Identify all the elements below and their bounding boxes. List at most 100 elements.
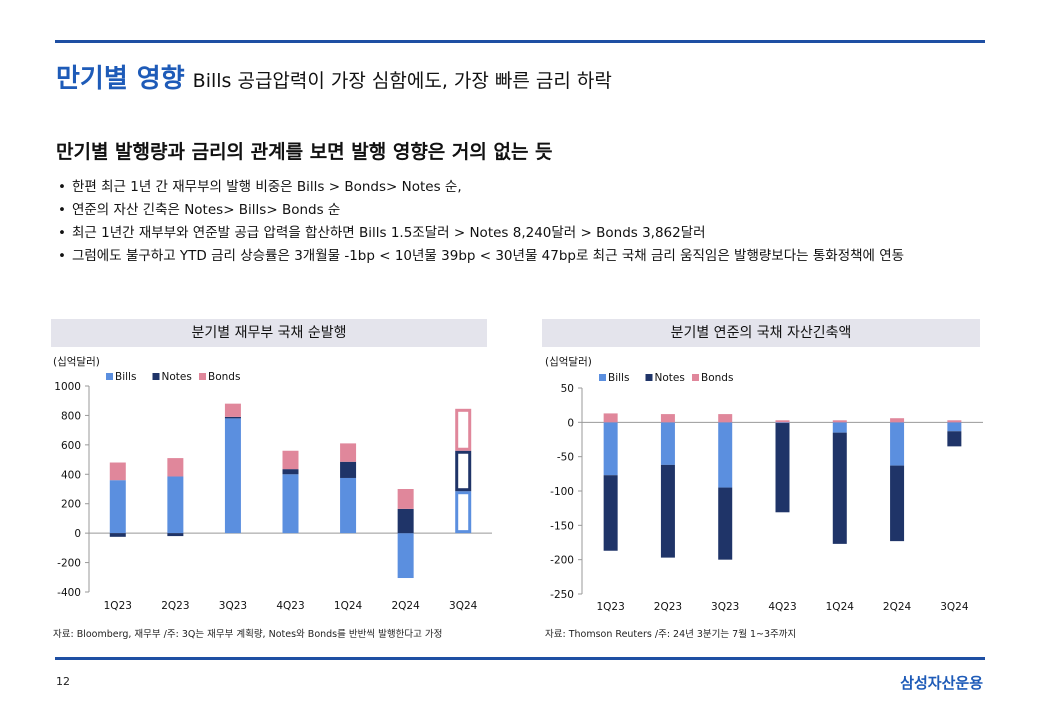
- chart2-bar-notes: [603, 475, 618, 551]
- chart1-unit-label: (십억달러): [53, 356, 100, 368]
- bullet-item: 연준의 자산 긴축은 Notes> Bills> Bonds 순: [58, 199, 904, 222]
- chart1-bar-bonds: [109, 462, 126, 481]
- chart1-y-tick-label: 0: [74, 528, 81, 540]
- chart2-y-tick-label: 0: [567, 417, 574, 429]
- bullet-item: 한편 최근 1년 간 재무부의 발행 비중은 Bills > Bonds> No…: [58, 176, 904, 199]
- chart1-bar-bills-planned: [455, 491, 472, 534]
- chart2-x-tick-label: 1Q24: [826, 601, 855, 613]
- chart2-unit-label: (십억달러): [545, 356, 592, 368]
- chart2-bar-notes: [890, 465, 905, 542]
- bullet-list: 한편 최근 1년 간 재무부의 발행 비중은 Bills > Bonds> No…: [58, 176, 904, 268]
- chart2-y-tick-label: -150: [550, 520, 574, 532]
- chart2-x-tick-label: 3Q24: [940, 601, 969, 613]
- chart2-x-tick-label: 3Q23: [711, 601, 739, 613]
- chart1-bar-notes-planned: [455, 450, 472, 492]
- chart1-bar-notes: [109, 533, 126, 537]
- chart2-bar-notes: [832, 432, 847, 544]
- chart2-y-tick-label: -200: [550, 555, 574, 567]
- chart1-x-tick-label: 4Q23: [276, 600, 304, 612]
- chart1-bar-notes: [397, 508, 414, 534]
- chart1-y-tick-label: 800: [61, 410, 81, 422]
- page-number: 12: [56, 675, 70, 688]
- chart1-bar-bills: [397, 533, 414, 579]
- chart1-x-tick-label: 3Q23: [219, 600, 247, 612]
- chart2-bar-bills: [832, 422, 847, 433]
- chart1-bar-bills: [167, 476, 184, 534]
- chart2-bar-bills: [603, 422, 618, 476]
- chart1-bar-notes: [224, 416, 241, 419]
- chart2-title: 분기별 연준의 국채 자산긴축액: [542, 319, 980, 347]
- chart2-y-tick-label: -100: [550, 486, 574, 498]
- chart1-bar-bonds: [167, 458, 184, 477]
- company-logo: 삼성자산운용: [900, 674, 983, 692]
- chart1-y-tick-label: -200: [57, 558, 81, 570]
- chart2-bar-notes: [660, 464, 675, 558]
- chart1-y-tick-label: 600: [61, 440, 81, 452]
- chart1-bar-bonds: [397, 489, 414, 509]
- chart2-bar-bonds: [660, 414, 675, 423]
- bottom-rule: [55, 657, 985, 660]
- chart2-x-tick-label: 4Q23: [768, 601, 796, 613]
- chart1-legend-swatch-notes: [152, 373, 160, 380]
- chart1-title: 분기별 재무부 국채 순발행: [51, 319, 487, 347]
- title-main: 만기별 영향: [56, 64, 185, 94]
- chart1-bar-bonds: [282, 450, 299, 470]
- chart2-bar-bonds: [718, 414, 733, 423]
- chart1-bar-bonds: [340, 443, 357, 462]
- chart1-x-tick-label: 2Q23: [161, 600, 189, 612]
- chart2-y-tick-label: -250: [550, 589, 574, 601]
- bullet-item: 그럼에도 불구하고 YTD 금리 상승률은 3개월물 -1bp < 10년물 3…: [58, 245, 904, 268]
- chart2-x-tick-label: 2Q24: [883, 601, 912, 613]
- chart1-x-tick-label: 2Q24: [391, 600, 420, 612]
- chart2-legend-swatch-bills: [599, 374, 606, 381]
- chart1-y-tick-label: 400: [61, 469, 81, 481]
- chart1-x-tick-label: 1Q24: [334, 600, 363, 612]
- chart1-x-tick-label: 1Q23: [104, 600, 132, 612]
- chart1-legend-swatch-bonds: [199, 373, 206, 380]
- chart2-bar-bills: [660, 422, 675, 465]
- chart2-legend-label-notes: Notes: [655, 372, 685, 384]
- chart2-legend-label-bonds: Bonds: [701, 372, 733, 384]
- chart1-bar-notes: [167, 533, 184, 537]
- chart2-bar-bills: [718, 422, 733, 488]
- chart2-bar-bonds: [947, 420, 962, 423]
- chart2-bar-bonds: [775, 420, 790, 423]
- chart1-legend-label-bonds: Bonds: [208, 371, 240, 383]
- chart1-legend-label-notes: Notes: [162, 371, 192, 383]
- chart1-y-tick-label: 1000: [54, 381, 81, 393]
- bullet-item: 최근 1년간 재부부와 연준발 공급 압력을 합산하면 Bills 1.5조달러…: [58, 222, 904, 245]
- top-rule: [55, 40, 985, 43]
- chart2-legend-swatch-bonds: [692, 374, 699, 381]
- chart1-bar-bills: [282, 474, 299, 534]
- chart1-y-tick-label: 200: [61, 499, 81, 511]
- chart2-y-tick-label: 50: [561, 383, 574, 395]
- subheading: 만기별 발행량과 금리의 관계를 보면 발행 영향은 거의 없는 듯: [56, 141, 553, 163]
- chart2-bar-bills: [947, 422, 962, 432]
- chart2-bar-notes: [947, 431, 962, 447]
- chart1-bar-bills: [340, 477, 357, 534]
- chart1-y-tick-label: -400: [57, 587, 81, 599]
- chart2-bar-notes: [718, 487, 733, 560]
- page-title: 만기별 영향 Bills 공급압력이 가장 심함에도, 가장 빠른 금리 하락: [56, 58, 612, 95]
- chart2-y-tick-label: -50: [557, 452, 574, 464]
- chart2-bar-bills: [890, 422, 905, 466]
- chart1-bar-bonds: [224, 403, 241, 417]
- chart2-bar-bonds: [603, 413, 618, 423]
- chart1-legend-swatch-bills: [106, 373, 113, 380]
- chart2-legend-label-bills: Bills: [608, 372, 629, 384]
- chart2-bar-bonds: [832, 420, 847, 423]
- chart2-bar-bills: [775, 422, 790, 424]
- chart1-bar-notes: [340, 461, 357, 478]
- chart1-source: 자료: Bloomberg, 재무부 /주: 3Q는 재무부 계획량, Note…: [53, 629, 443, 640]
- chart2-bar-bonds: [890, 418, 905, 423]
- chart1-bar-bonds-planned: [455, 408, 472, 451]
- chart2-legend-swatch-notes: [645, 374, 653, 381]
- chart1-bar-bills: [224, 418, 241, 534]
- chart1-bar-bills: [109, 480, 126, 534]
- chart1-x-tick-label: 3Q24: [449, 600, 478, 612]
- chart2-x-tick-label: 2Q23: [654, 601, 682, 613]
- chart2-source: 자료: Thomson Reuters /주: 24년 3분기는 7월 1~3주…: [545, 629, 797, 640]
- chart2-x-tick-label: 1Q23: [596, 601, 624, 613]
- chart1-bar-notes: [282, 469, 299, 475]
